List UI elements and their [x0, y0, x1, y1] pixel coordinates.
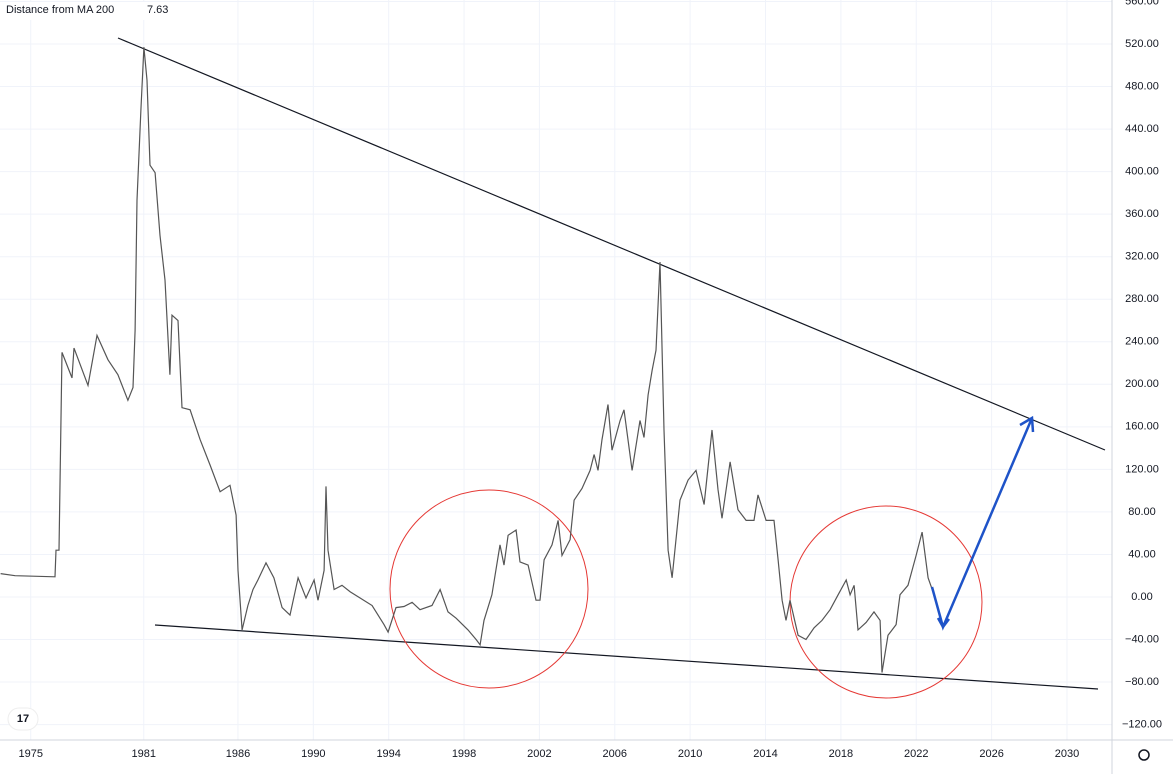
trend-line	[117, 37, 1106, 451]
highlight-circle	[389, 489, 589, 689]
trend-line	[154, 624, 1099, 690]
y-tick-label: −80.00	[1125, 676, 1159, 688]
y-tick-label: 40.00	[1128, 548, 1156, 560]
y-tick-label: 240.00	[1125, 336, 1159, 348]
plot	[0, 47, 937, 673]
x-tick-label: 2030	[1055, 748, 1079, 760]
arrow-head	[936, 617, 950, 630]
x-tick-label: 2010	[678, 748, 702, 760]
x-tick-label: 2022	[904, 748, 928, 760]
x-tick-label: 1998	[452, 748, 476, 760]
x-tick-label: 1986	[226, 748, 250, 760]
x-tick-label: 2014	[753, 748, 777, 760]
x-tick-label: 1990	[301, 748, 325, 760]
x-tick-label: 2018	[829, 748, 853, 760]
last-value: 7.63	[147, 4, 168, 16]
chart-title: Distance from MA 200	[6, 4, 114, 16]
y-tick-label: 200.00	[1125, 378, 1159, 390]
y-tick-label: 280.00	[1125, 293, 1159, 305]
data-line	[0, 47, 937, 673]
x-tick-label: 1975	[18, 748, 42, 760]
y-tick-label: 320.00	[1125, 251, 1159, 263]
legend-bg	[0, 2, 215, 20]
x-tick-label: 1994	[376, 748, 400, 760]
x-tick-label: 2006	[603, 748, 627, 760]
y-tick-label: 400.00	[1125, 166, 1159, 178]
y-tick-label: −120.00	[1122, 718, 1162, 730]
y-tick-label: 160.00	[1125, 421, 1159, 433]
grid	[0, 0, 1112, 740]
y-tick-label: 120.00	[1125, 463, 1159, 475]
y-tick-label: 440.00	[1125, 123, 1159, 135]
y-tick-label: −40.00	[1125, 633, 1159, 645]
x-tick-label: 1981	[132, 748, 156, 760]
y-tick-label: 0.00	[1131, 591, 1152, 603]
logo: 17	[7, 707, 39, 731]
svg-text:17: 17	[17, 713, 29, 725]
x-tick-label: 2002	[527, 748, 551, 760]
y-tick-label: 560.00	[1125, 0, 1159, 7]
y-tick-label: 80.00	[1128, 506, 1156, 518]
y-tick-label: 520.00	[1125, 38, 1159, 50]
arrow-head	[1019, 415, 1035, 433]
settings-icon[interactable]	[1138, 749, 1150, 761]
x-tick-label: 2026	[979, 748, 1003, 760]
y-tick-label: 360.00	[1125, 208, 1159, 220]
y-tick-label: 480.00	[1125, 80, 1159, 92]
